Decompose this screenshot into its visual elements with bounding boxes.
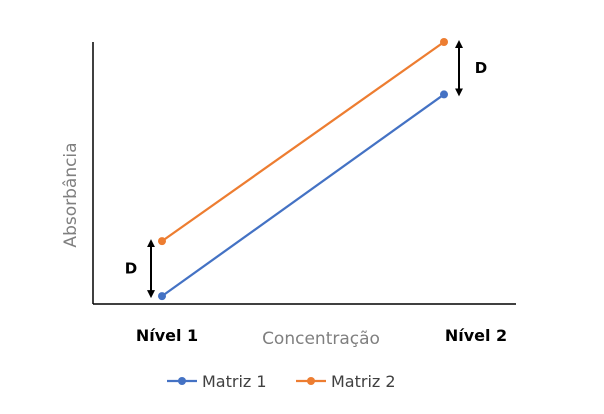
x-axis-title: Concentração [262,329,380,349]
difference-label-1: D [125,260,137,278]
axes [92,42,516,305]
difference-annotations: DD [125,40,487,299]
series-line-1 [161,93,445,298]
data-point-series-1-2 [440,90,448,99]
y-axis-title: Absorbância [61,142,81,247]
legend-label-2: Matriz 2 [331,372,396,391]
data-point-series-2-2 [440,38,448,46]
legend-marker-2 [307,377,315,385]
legend: Matriz 1 Matriz 2 [167,372,396,391]
plot-area [158,38,448,301]
legend-marker-1 [178,377,186,385]
x-tick-label-nivel-1: Nível 1 [136,326,198,345]
data-point-series-2-1 [158,237,166,246]
legend-label-1: Matriz 1 [202,372,267,391]
data-point-series-1-1 [158,292,166,301]
x-tick-label-nivel-2: Nível 2 [445,326,507,345]
series-line-2 [161,41,445,243]
difference-label-2: D [475,59,487,77]
